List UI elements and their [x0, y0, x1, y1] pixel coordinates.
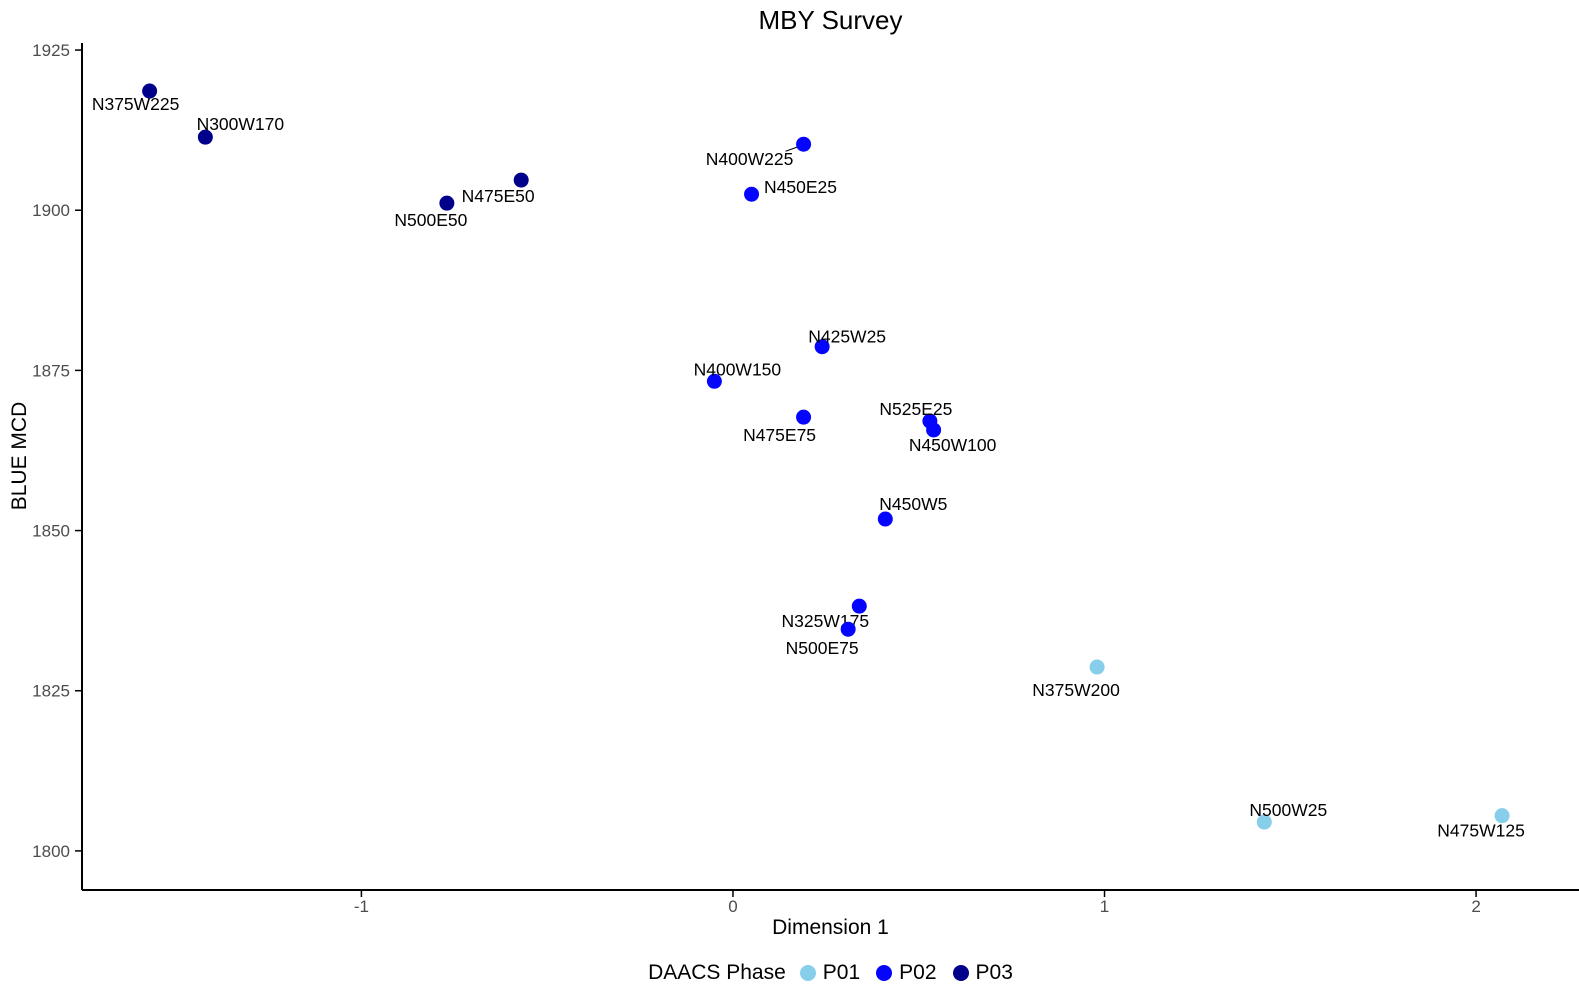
y-tick-label: 1925 — [32, 41, 70, 60]
legend-swatch-p03 — [952, 965, 969, 981]
point-label-n450w5: N450W5 — [879, 494, 947, 514]
data-point-n500w25 — [1256, 814, 1272, 830]
chart-title: MBY Survey — [758, 5, 903, 35]
legend-swatch-p01 — [799, 965, 816, 981]
data-point-n475e50 — [513, 172, 529, 188]
point-label-n475e50: N475E50 — [462, 186, 535, 206]
legend-swatch-p02 — [876, 965, 893, 981]
x-tick-label: 2 — [1471, 897, 1480, 916]
data-point-n400w150 — [706, 373, 722, 389]
data-point-n375w200 — [1089, 659, 1105, 675]
point-label-n375w225: N375W225 — [92, 94, 180, 114]
point-label-n325w175: N325W175 — [782, 611, 870, 631]
legend-label-p01: P01 — [822, 961, 861, 984]
y-tick-label: 1825 — [32, 682, 70, 701]
data-point-n400w225 — [796, 136, 812, 152]
y-tick-label: 1800 — [32, 842, 70, 861]
data-point-n450e25 — [744, 186, 760, 202]
data-point-n450w100 — [926, 422, 942, 438]
data-point-n500e50 — [439, 195, 455, 211]
point-label-n500w25: N500W25 — [1249, 800, 1327, 820]
y-tick-label: 1850 — [32, 522, 70, 541]
point-label-n400w150: N400W150 — [694, 359, 782, 379]
point-label-n475w125: N475W125 — [1437, 821, 1525, 841]
legend-items: P01 P02 P03 — [799, 961, 1013, 985]
data-point-n475e75 — [796, 409, 812, 425]
data-point-n325w175 — [851, 598, 867, 614]
data-point-n300w170 — [197, 129, 213, 145]
point-label-n300w170: N300W170 — [197, 114, 285, 134]
y-axis-title: BLUE MCD — [8, 401, 31, 511]
point-label-n400w225: N400W225 — [706, 149, 794, 169]
point-label-n500e75: N500E75 — [786, 638, 859, 658]
point-label-n500e50: N500E50 — [394, 210, 467, 230]
point-label-n525e25: N525E25 — [879, 399, 952, 419]
y-tick-label: 1875 — [32, 361, 70, 380]
legend-item-p02: P02 — [876, 961, 937, 985]
data-point-n475w125 — [1494, 808, 1510, 824]
point-label-n450e25: N450E25 — [764, 177, 837, 197]
data-point-n375w225 — [142, 83, 158, 99]
legend-label-p03: P03 — [975, 961, 1013, 984]
legend-title: DAACS Phase — [648, 961, 786, 984]
data-point-n450w5 — [877, 511, 893, 527]
legend: DAACS Phase P01 P02 P03 — [82, 957, 1579, 989]
point-label-n450w100: N450W100 — [909, 435, 997, 455]
legend-label-p02: P02 — [899, 961, 937, 984]
point-label-n475e75: N475E75 — [743, 425, 816, 445]
x-axis-title: Dimension 1 — [772, 916, 889, 939]
x-tick-label: 1 — [1100, 897, 1109, 916]
y-tick-label: 1900 — [32, 201, 70, 220]
x-tick-label: 0 — [728, 897, 737, 916]
point-label-n425w25: N425W25 — [808, 327, 886, 347]
x-tick-label: -1 — [354, 897, 369, 916]
point-label-n375w200: N375W200 — [1032, 680, 1120, 700]
data-point-n500e75 — [840, 621, 856, 637]
legend-item-p03: P03 — [952, 961, 1013, 985]
data-point-n425w25 — [814, 339, 830, 355]
legend-item-p01: P01 — [799, 961, 861, 985]
